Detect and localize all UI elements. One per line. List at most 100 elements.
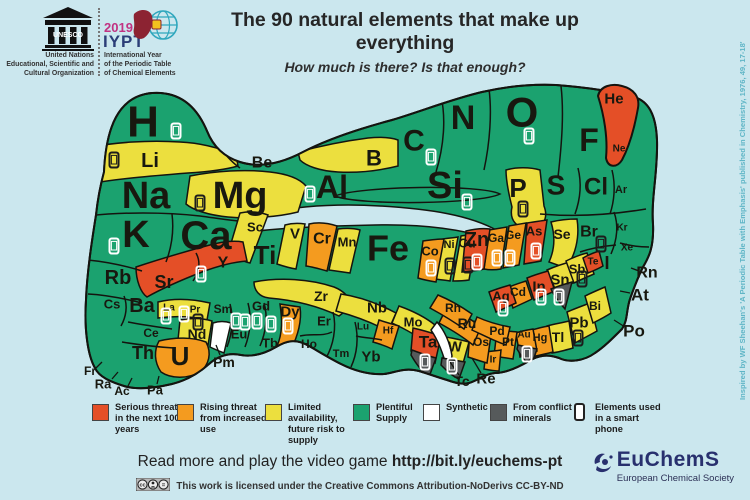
iypt-year: 2019	[104, 20, 133, 35]
element-label-Rb: Rb	[105, 267, 132, 289]
smartphone-icon-Nd	[192, 313, 204, 331]
element-label-As: As	[526, 224, 543, 239]
readmore-link[interactable]: http://bit.ly/euchems-pt	[391, 453, 563, 470]
element-label-Er: Er	[317, 314, 331, 329]
element-label-Yb: Yb	[361, 349, 380, 366]
element-label-Fr: Fr	[84, 364, 96, 378]
element-label-Re: Re	[476, 371, 495, 388]
leader-Re	[471, 357, 482, 374]
smartphone-icon-Y	[195, 265, 207, 283]
region-Hf	[372, 319, 400, 351]
legend-swatch-limited	[265, 404, 282, 421]
euchems-logo: EuChemS European Chemical Society	[594, 448, 734, 484]
element-label-C: C	[403, 125, 425, 158]
legend-item-plentiful: Plentiful Supply	[353, 402, 435, 424]
smartphone-icon-Ga	[491, 249, 503, 267]
element-label-Ru: Ru	[458, 315, 477, 331]
smartphone-icon-Gd	[251, 312, 263, 330]
legend-label-limited: Limited availability, future risk to sup…	[288, 402, 345, 446]
smartphone-icon-La	[160, 307, 172, 325]
leader-Fr	[95, 361, 103, 369]
element-label-Ti: Ti	[254, 240, 277, 270]
element-label-Nd: Nd	[188, 326, 207, 342]
legend-label-serious: Serious threat in the next 100 years	[115, 402, 180, 435]
legend-swatch-rising	[177, 404, 194, 421]
element-label-Hf: Hf	[383, 326, 394, 337]
legend-phone-icon	[574, 403, 585, 421]
euchems-tagline: European Chemical Society	[616, 473, 734, 484]
element-label-Cu: Cu	[458, 236, 475, 251]
element-label-Pd: Pd	[489, 324, 504, 338]
element-label-Sr: Sr	[154, 272, 173, 292]
unesco-word: UNESCO	[53, 32, 84, 39]
region-Mn	[328, 227, 361, 274]
element-label-Ga: Ga	[488, 231, 504, 245]
element-label-Pt: Pt	[502, 335, 514, 349]
element-label-Tl: Tl	[552, 329, 564, 345]
legend-label-plentiful: Plentiful Supply	[376, 402, 413, 424]
page-title: The 90 natural elements that make up eve…	[231, 9, 579, 54]
element-label-Cd: Cd	[510, 285, 526, 299]
element-label-Zr: Zr	[314, 288, 329, 304]
smartphone-icon-Sn	[553, 288, 565, 306]
element-label-Rh: Rh	[445, 301, 461, 315]
element-label-Be: Be	[252, 155, 273, 172]
element-label-P: P	[509, 173, 526, 203]
element-label-Ca: Ca	[180, 214, 232, 258]
element-label-Ra: Ra	[95, 377, 112, 392]
legend-item-rising: Rising threat from increased use	[177, 402, 273, 435]
element-label-Al: Al	[316, 169, 348, 205]
element-label-Ar: Ar	[615, 184, 628, 196]
element-label-Ni: Ni	[444, 239, 455, 251]
element-label-Th: Th	[132, 343, 154, 363]
smartphone-icon-Pr	[178, 305, 190, 323]
header-divider	[98, 8, 100, 76]
smartphone-icon-Ni	[444, 257, 456, 275]
region-Tl	[546, 320, 574, 354]
region-Ge	[502, 222, 527, 269]
smartphone-icon-Tb	[265, 315, 277, 333]
element-label-O: O	[506, 89, 539, 136]
smartphone-icon-In	[535, 288, 547, 306]
element-label-Co: Co	[421, 244, 438, 259]
element-label-Ac: Ac	[114, 384, 130, 398]
element-label-U: U	[171, 341, 190, 371]
element-label-Kr: Kr	[616, 223, 627, 234]
smartphone-icon-Ta	[419, 353, 431, 371]
legend-label-rising: Rising threat from increased use	[200, 402, 267, 435]
euchems-name: EuChemS	[616, 448, 720, 471]
region-Pd	[471, 315, 511, 346]
unesco-caption: United Nations Educational, Scientific a…	[6, 52, 94, 77]
smartphone-icon-As	[530, 242, 542, 260]
region-Cr	[305, 222, 338, 272]
element-label-Tc: Tc	[454, 373, 470, 389]
element-label-Fe: Fe	[367, 228, 409, 269]
element-label-F: F	[579, 122, 599, 158]
element-label-Sb: Sb	[569, 262, 586, 277]
euchems-icon	[594, 453, 613, 473]
legend-swatch-plentiful	[353, 404, 370, 421]
element-label-Tb: Tb	[262, 336, 278, 351]
element-label-Nb: Nb	[367, 300, 387, 317]
element-label-Cs: Cs	[104, 297, 121, 312]
element-label-Sn: Sn	[550, 272, 569, 289]
element-label-Po: Po	[623, 322, 645, 341]
smartphone-icon-Zn	[471, 253, 483, 271]
element-label-N: N	[451, 99, 476, 137]
element-label-Br: Br	[580, 224, 598, 241]
element-label-H: H	[127, 98, 159, 147]
element-label-Tm: Tm	[333, 348, 350, 360]
legend-item-conflict: From conflict minerals	[490, 402, 586, 424]
legend-swatch-conflict	[490, 404, 507, 421]
element-label-Cl: Cl	[584, 174, 608, 201]
smartphone-icon-Ge	[504, 249, 516, 267]
element-label-B: B	[366, 146, 382, 171]
element-label-Mg: Mg	[213, 175, 268, 217]
element-label-Os: Os	[473, 335, 489, 349]
region-Sr-Y	[135, 240, 248, 298]
element-label-Cr: Cr	[313, 231, 331, 248]
smartphone-icon-Mg	[194, 194, 206, 212]
legend: Serious threat in the next 100 years Risi…	[0, 396, 750, 452]
leader-Rn	[630, 267, 640, 272]
